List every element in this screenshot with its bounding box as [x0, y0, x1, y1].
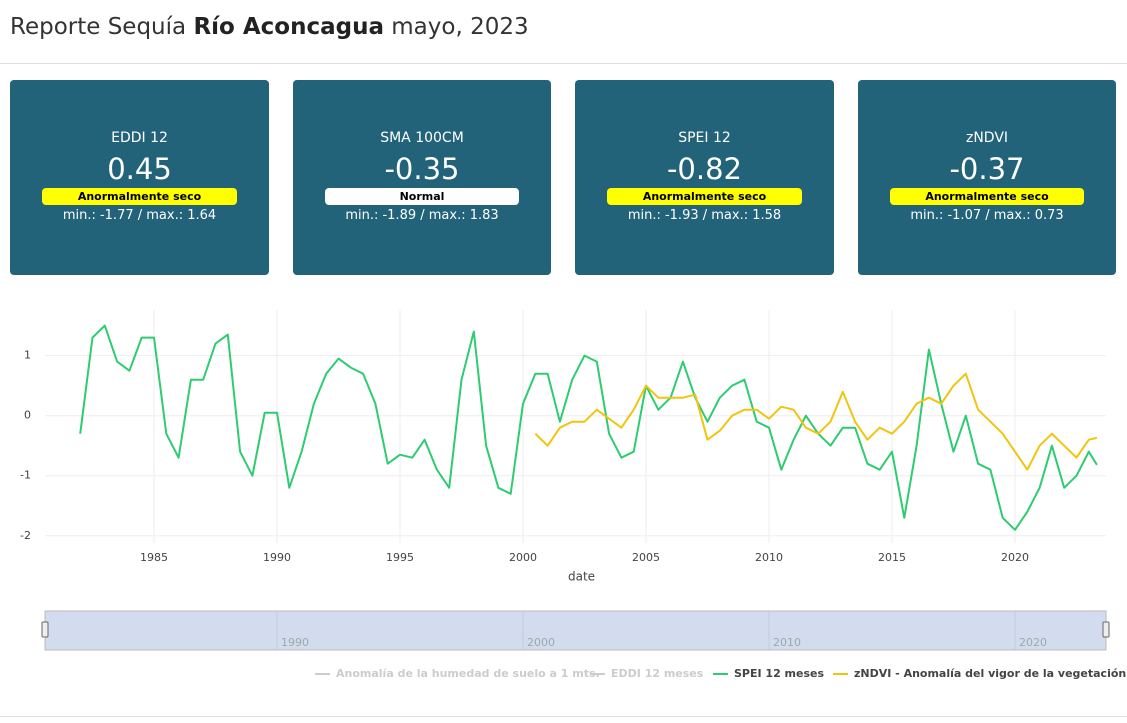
indicator-card: SMA 100CM -0.35 Normal min.: -1.89 / max.: …	[293, 80, 551, 275]
card-value: -0.82	[666, 152, 743, 186]
y-tick-label: 1	[24, 349, 31, 362]
card-badge: Anormalmente seco	[42, 188, 237, 205]
legend-entry: zNDVI - Anomalía del vigor de la vegetac…	[833, 667, 1126, 680]
y-tick-label: -1	[20, 469, 31, 482]
indicator-card: EDDI 12 0.45 Anormalmente seco min.: -1.77 …	[10, 80, 269, 275]
card-badge: Normal	[325, 188, 519, 205]
card-range: min.: -1.77 / max.: 1.64	[62, 208, 217, 223]
card-title: zNDVI	[965, 130, 1009, 146]
divider	[0, 716, 1127, 717]
x-axis-title: date	[568, 570, 595, 584]
slider-handle	[1102, 621, 1110, 638]
slider-handle	[41, 621, 49, 638]
card-range: min.: -1.89 / max.: 1.83	[345, 208, 499, 223]
y-tick-label: 0	[24, 409, 31, 422]
slider-tick-label: 1990	[281, 636, 309, 649]
x-tick-label: 2000	[509, 551, 537, 564]
legend-entry: EDDI 12 meses	[590, 667, 704, 680]
legend-label: SPEI 12 meses	[734, 667, 824, 680]
legend-label: Anomalía de la humedad de suelo a 1 mts.	[336, 667, 600, 680]
legend-label: zNDVI - Anomalía del vigor de la vegetac…	[854, 667, 1126, 680]
card-title: SPEI 12	[678, 130, 731, 146]
header-title: Reporte Sequía Río Aconcagua mayo, 2023	[10, 14, 529, 40]
card-badge: Anormalmente seco	[890, 188, 1084, 205]
title-prefix: Reporte Sequía	[10, 14, 187, 40]
slider-tick-label: 2020	[1019, 636, 1047, 649]
indicator-card: SPEI 12 -0.82 Anormalmente seco min.: -1.93…	[575, 80, 834, 275]
series-line	[534, 372, 1098, 471]
x-tick-label: 1990	[263, 551, 291, 564]
card-range: min.: -1.93 / max.: 1.58	[627, 208, 782, 223]
period: mayo, 2023	[391, 14, 529, 40]
x-tick-label: 2015	[878, 551, 906, 564]
card-value: 0.45	[107, 152, 172, 186]
slider-tick-label: 2000	[527, 636, 555, 649]
legend-label: EDDI 12 meses	[611, 667, 704, 680]
x-tick-label: 2010	[755, 551, 783, 564]
card-title: EDDI 12	[111, 130, 168, 146]
card-title: SMA 100CM	[380, 130, 464, 146]
range-slider	[44, 610, 1107, 651]
x-tick-label: 1985	[140, 551, 168, 564]
card-badge: Anormalmente seco	[607, 188, 802, 205]
x-tick-label: 2020	[1001, 551, 1029, 564]
indicator-card: zNDVI -0.37 Anormalmente seco min.: -1.07 /…	[858, 80, 1116, 275]
x-tick-label: 2005	[632, 551, 660, 564]
legend-entry: Anomalía de la humedad de suelo a 1 mts.	[315, 667, 600, 680]
divider	[0, 63, 1127, 64]
y-tick-label: -2	[20, 529, 31, 542]
x-tick-label: 1995	[386, 551, 414, 564]
legend-entry: SPEI 12 meses	[713, 667, 824, 680]
card-range: min.: -1.07 / max.: 0.73	[910, 208, 1064, 223]
card-value: -0.35	[384, 152, 460, 186]
card-value: -0.37	[949, 152, 1025, 186]
basin: Río Aconcagua	[193, 14, 384, 40]
slider-tick-label: 2010	[773, 636, 801, 649]
chart: 1985 1990 1995 2000 2005 2010 2015 2020 -2 -1 0 1 da…	[20, 310, 1126, 680]
series-line	[79, 324, 1098, 531]
